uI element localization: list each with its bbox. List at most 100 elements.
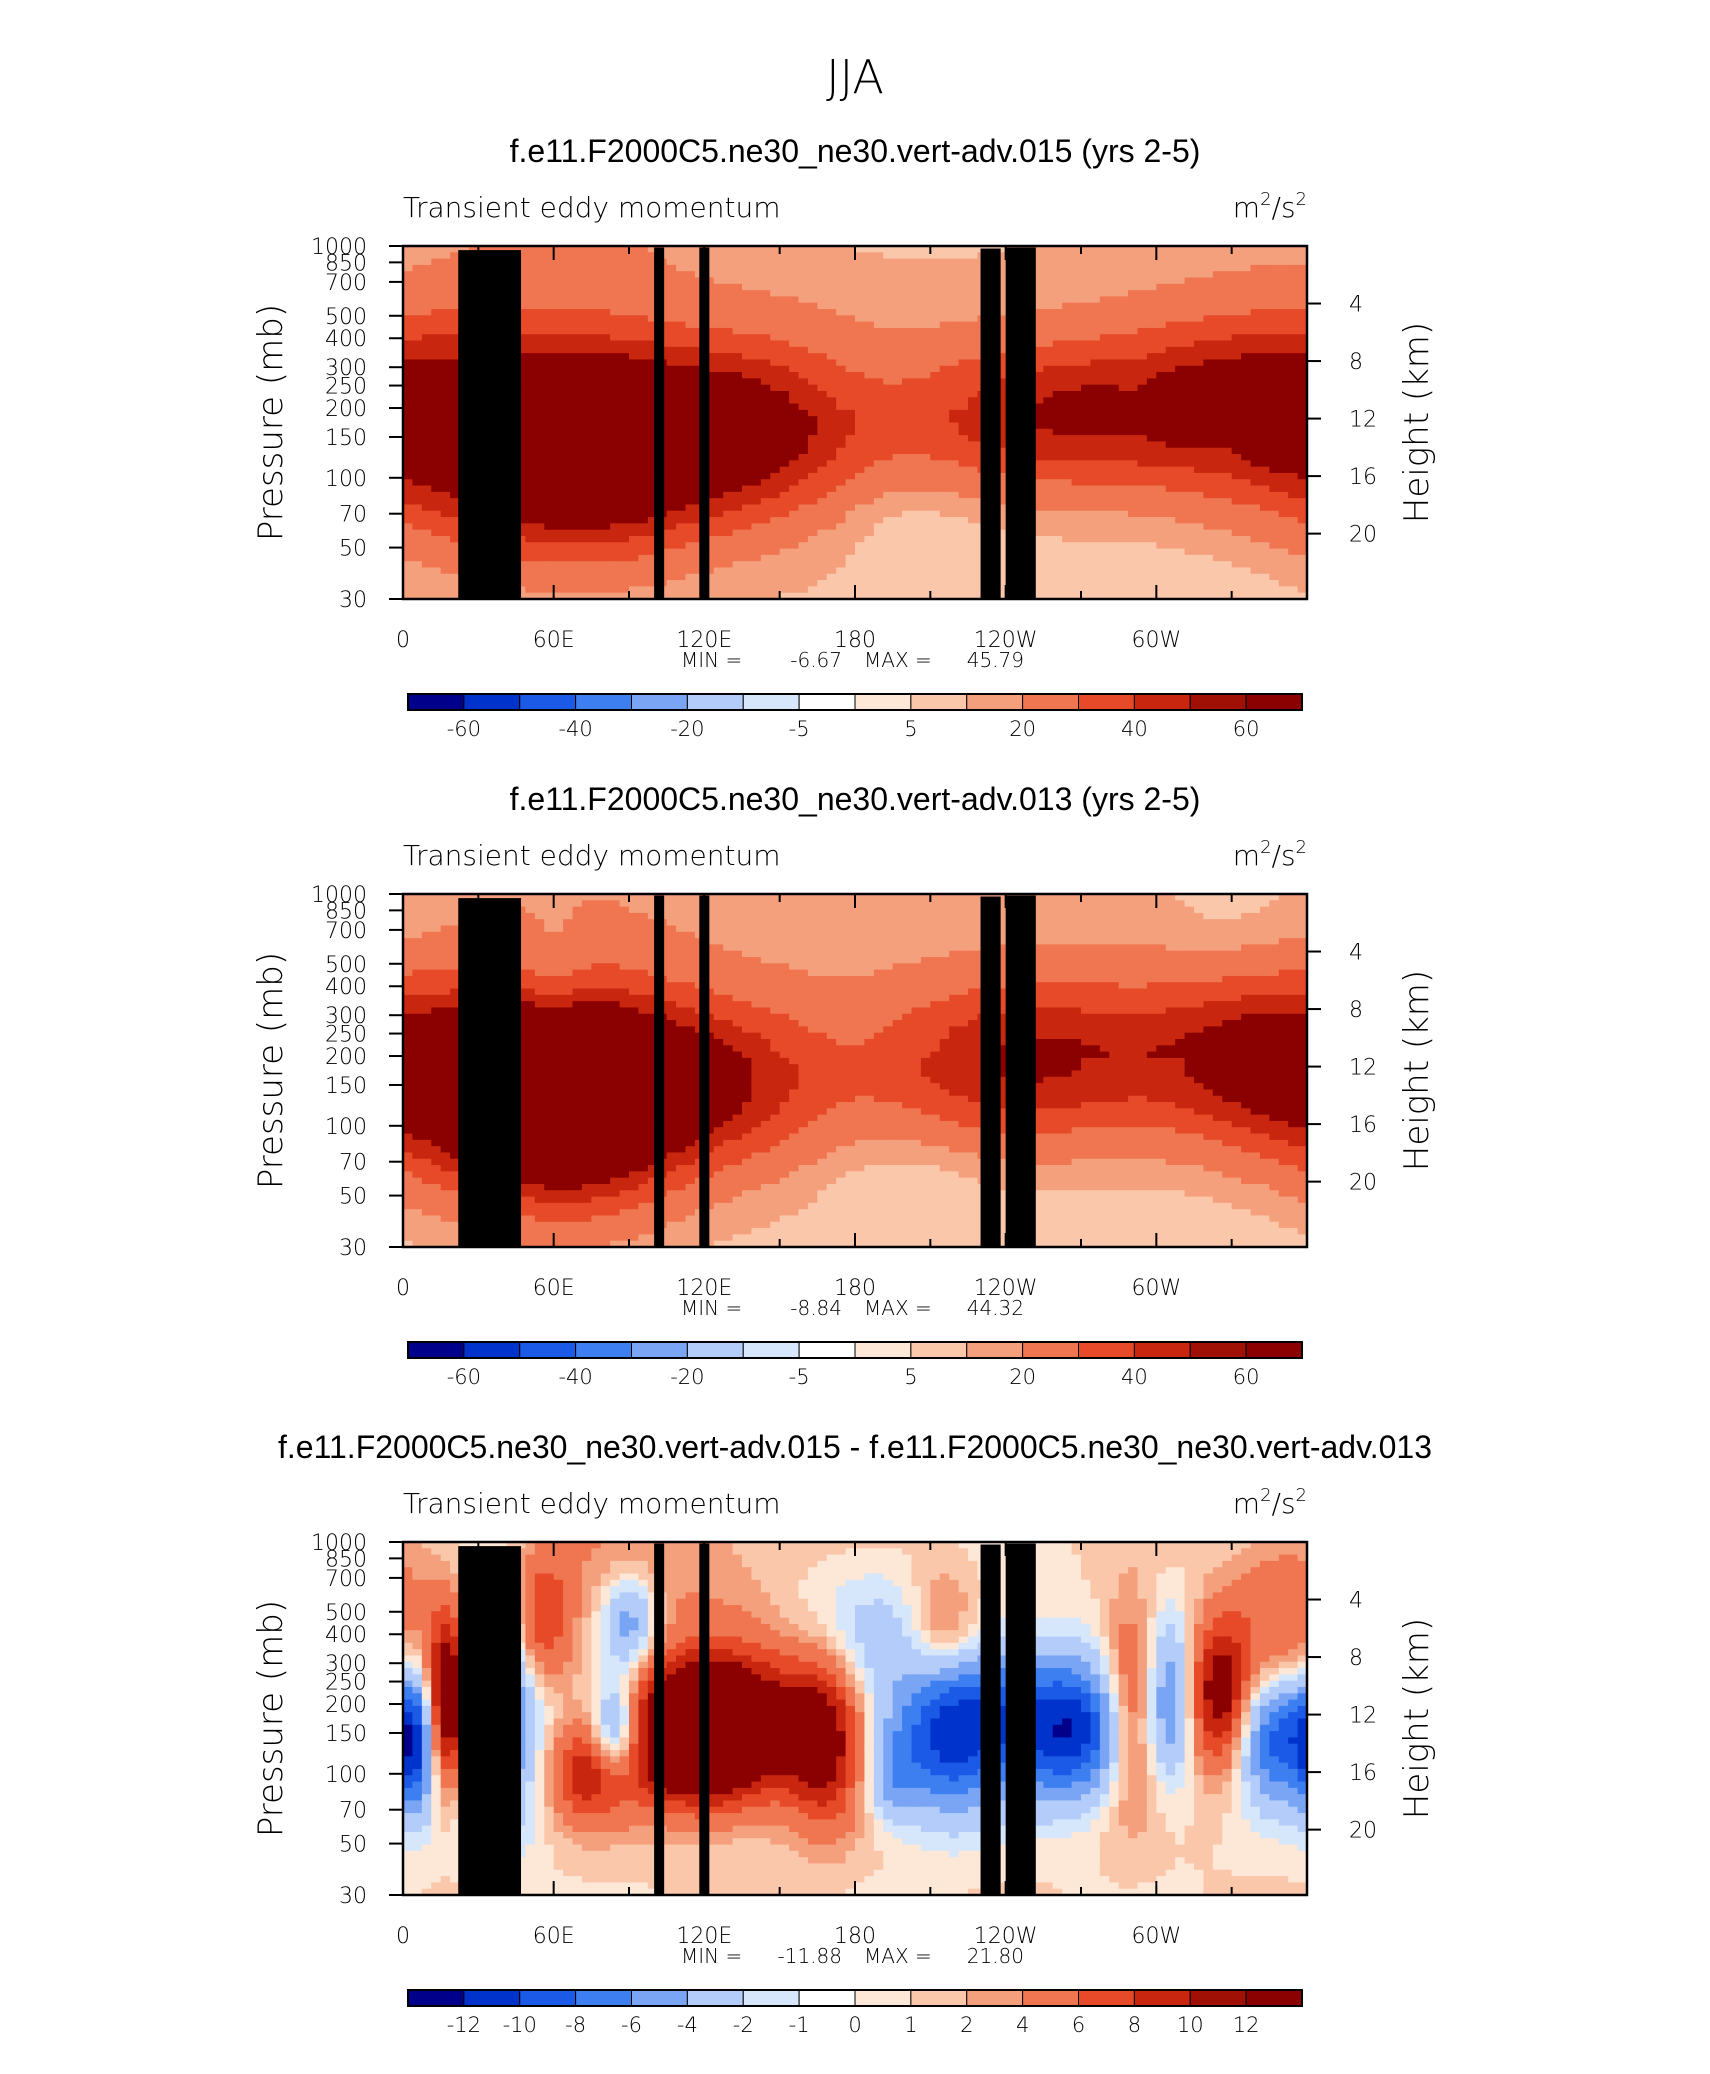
heatmap-cell — [713, 321, 724, 329]
heatmap-cell — [1297, 454, 1307, 461]
heatmap-cell — [732, 479, 743, 487]
heatmap-cell — [1156, 252, 1167, 260]
heatmap-cell — [920, 315, 931, 323]
heatmap-cell — [949, 353, 960, 361]
heatmap-cell — [1146, 485, 1157, 493]
heatmap-cell — [403, 485, 414, 493]
heatmap-cell — [581, 271, 592, 279]
heatmap-cell — [1194, 548, 1205, 556]
heatmap-cell — [939, 409, 950, 417]
heatmap-cell — [572, 372, 583, 379]
heatmap-cell — [534, 409, 545, 417]
heatmap-cell — [544, 542, 555, 550]
heatmap-cell — [1288, 422, 1299, 430]
heatmap-cell — [600, 447, 611, 455]
heatmap-cell — [1165, 309, 1176, 316]
heatmap-cell — [1297, 529, 1307, 537]
heatmap-cell — [1156, 561, 1167, 569]
heatmap-cell — [1109, 447, 1120, 455]
heatmap-cell — [1269, 302, 1280, 310]
heatmap-cell — [1099, 504, 1110, 512]
heatmap-cell — [1269, 441, 1280, 449]
heatmap-cell — [600, 485, 611, 493]
heatmap-cell — [619, 409, 630, 417]
heatmap-cell — [1137, 359, 1148, 367]
heatmap-cell — [638, 454, 649, 461]
heatmap-cell — [723, 466, 734, 474]
heatmap-cell — [1099, 535, 1110, 543]
heatmap-cell — [968, 428, 979, 436]
heatmap-cell — [911, 315, 922, 323]
heatmap-cell — [1250, 321, 1261, 329]
heatmap-cell — [431, 517, 442, 524]
heatmap-cell — [1137, 441, 1148, 449]
heatmap-cell — [742, 535, 753, 543]
heatmap-cell — [807, 334, 818, 342]
heatmap-cell — [779, 428, 790, 436]
heatmap-cell — [770, 422, 781, 430]
heatmap-cell — [968, 258, 979, 266]
heatmap-cell — [930, 510, 941, 518]
heatmap-cell — [563, 365, 574, 373]
heatmap-cell — [553, 334, 564, 342]
heatmap-cell — [431, 416, 442, 424]
heatmap-cell — [647, 561, 658, 569]
heatmap-cell — [1259, 378, 1270, 386]
heatmap-cell — [1269, 315, 1280, 323]
heatmap-cell — [883, 416, 894, 424]
heatmap-cell — [581, 397, 592, 405]
heatmap-cell — [826, 264, 837, 272]
heatmap-cell — [619, 296, 630, 304]
heatmap-cell — [610, 529, 621, 537]
heatmap-cell — [996, 302, 1007, 310]
heatmap-cell — [1071, 327, 1082, 335]
heatmap-cell — [431, 365, 442, 373]
heatmap-cell — [1090, 346, 1101, 354]
heatmap-cell — [968, 264, 979, 272]
heatmap-cell — [1231, 416, 1242, 424]
heatmap-cell — [1231, 491, 1242, 499]
heatmap-cell — [1241, 460, 1252, 468]
heatmap-cell — [676, 428, 687, 436]
heatmap-cell — [440, 466, 451, 474]
heatmap-cell — [1278, 554, 1289, 562]
heatmap-cell — [563, 460, 574, 468]
heatmap-cell — [1090, 454, 1101, 461]
heatmap-cell — [497, 246, 508, 253]
heatmap-cell — [864, 441, 875, 449]
heatmap-cell — [1231, 264, 1242, 272]
heatmap-cell — [563, 277, 574, 285]
heatmap-cell — [751, 359, 762, 367]
heatmap-cell — [817, 567, 828, 575]
heatmap-cell — [713, 353, 724, 361]
heatmap-cell — [836, 246, 847, 253]
heatmap-cell — [525, 283, 536, 291]
heatmap-cell — [450, 302, 461, 310]
heatmap-cell — [440, 290, 451, 298]
heatmap-cell — [685, 258, 696, 266]
heatmap-cell — [958, 258, 969, 266]
heatmap-cell — [1250, 498, 1261, 506]
heatmap-cell — [1099, 290, 1110, 298]
heatmap-cell — [676, 548, 687, 556]
heatmap-cell — [629, 359, 640, 367]
heatmap-cell — [742, 258, 753, 266]
heatmap-cell — [600, 378, 611, 386]
heatmap-cell — [581, 542, 592, 550]
heatmap-cell — [1203, 296, 1214, 304]
heatmap-cell — [1250, 441, 1261, 449]
heatmap-cell — [1109, 315, 1120, 323]
heatmap-cell — [1278, 290, 1289, 298]
heatmap-cell — [403, 454, 414, 461]
heatmap-cell — [1278, 346, 1289, 354]
heatmap-cell — [544, 472, 555, 480]
heatmap-cell — [647, 277, 658, 285]
heatmap-cell — [647, 447, 658, 455]
heatmap-cell — [610, 283, 621, 291]
heatmap-cell — [1099, 523, 1110, 531]
heatmap-cell — [996, 535, 1007, 543]
heatmap-cell — [930, 504, 941, 512]
heatmap-cell — [638, 384, 649, 392]
heatmap-cell — [553, 258, 564, 266]
heatmap-cell — [1212, 447, 1223, 455]
